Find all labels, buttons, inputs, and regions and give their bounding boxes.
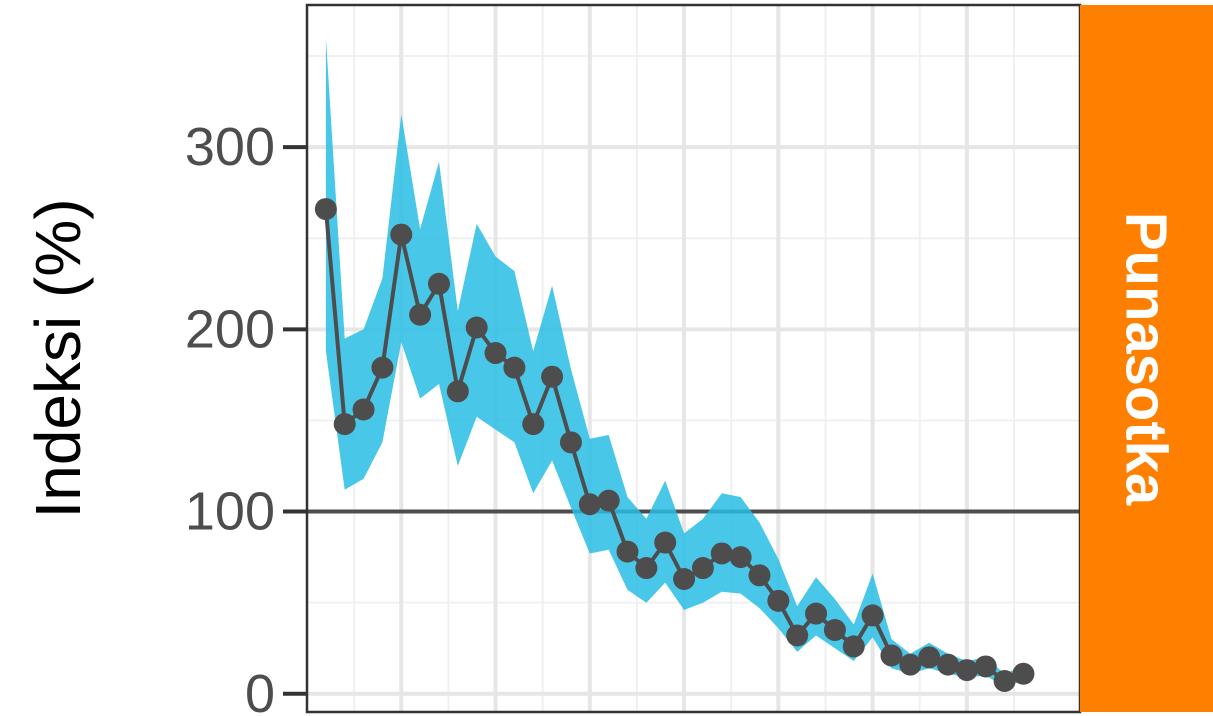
data-point bbox=[334, 413, 356, 435]
data-point bbox=[579, 493, 601, 515]
data-point bbox=[1012, 663, 1034, 685]
data-point bbox=[560, 431, 582, 453]
data-point bbox=[899, 654, 921, 676]
data-point bbox=[654, 532, 676, 554]
y-tick-label: 200 bbox=[185, 299, 275, 359]
data-point bbox=[767, 590, 789, 612]
data-point bbox=[598, 490, 620, 512]
y-tick-label: 300 bbox=[185, 117, 275, 177]
y-tick-label: 0 bbox=[245, 664, 275, 716]
data-point bbox=[918, 646, 940, 668]
panel-strip-label: Punasotka bbox=[1114, 212, 1179, 506]
data-point bbox=[466, 317, 488, 339]
data-point bbox=[428, 273, 450, 295]
data-point bbox=[937, 654, 959, 676]
data-point bbox=[447, 380, 469, 402]
data-point bbox=[748, 564, 770, 586]
y-axis-title: Indeksi (%) bbox=[22, 198, 94, 518]
data-point bbox=[994, 670, 1016, 692]
data-point bbox=[880, 645, 902, 667]
y-axis: 0 100 200 300 bbox=[185, 117, 307, 716]
data-point bbox=[711, 542, 733, 564]
data-point bbox=[371, 357, 393, 379]
data-point bbox=[975, 655, 997, 677]
data-point bbox=[635, 557, 657, 579]
data-point bbox=[824, 619, 846, 641]
data-point bbox=[786, 624, 808, 646]
data-point bbox=[692, 557, 714, 579]
data-point bbox=[390, 224, 412, 246]
data-point bbox=[522, 413, 544, 435]
data-point bbox=[862, 604, 884, 626]
data-point bbox=[730, 546, 752, 568]
data-point bbox=[503, 357, 525, 379]
data-point bbox=[956, 659, 978, 681]
data-point bbox=[315, 198, 337, 220]
data-point bbox=[673, 568, 695, 590]
data-point bbox=[617, 541, 639, 563]
data-point bbox=[843, 635, 865, 657]
data-point bbox=[485, 342, 507, 364]
data-point bbox=[541, 366, 563, 388]
data-point bbox=[805, 603, 827, 625]
data-point bbox=[353, 399, 375, 421]
data-point bbox=[409, 304, 431, 326]
y-tick-label: 100 bbox=[185, 482, 275, 542]
